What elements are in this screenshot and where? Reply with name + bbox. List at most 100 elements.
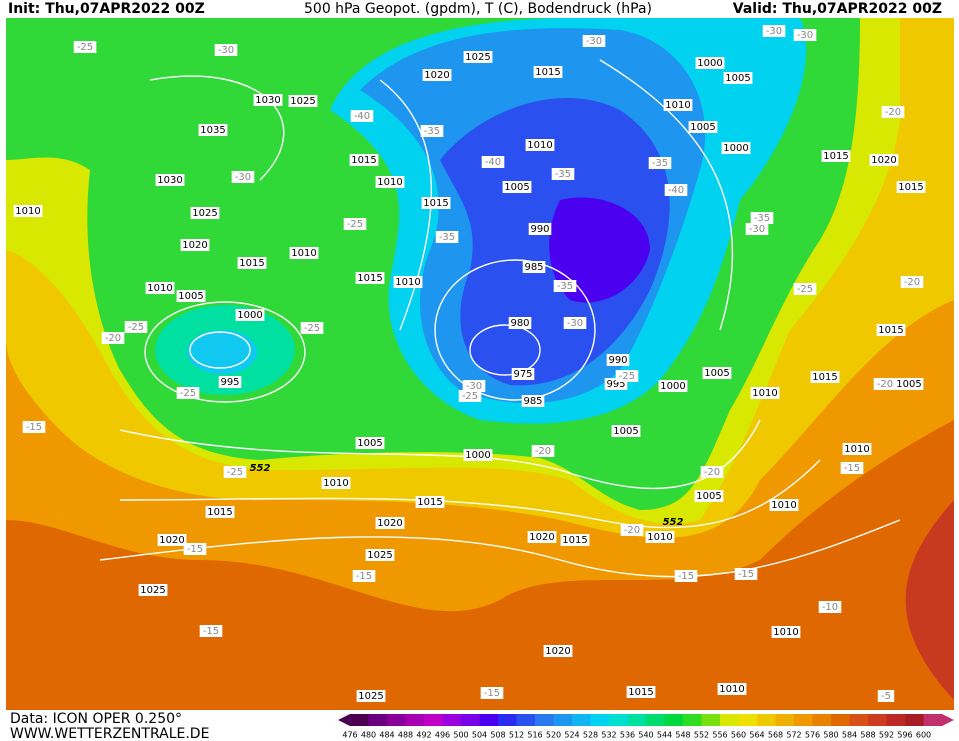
colorbar-label: 528 xyxy=(583,731,598,740)
isobar-label-box xyxy=(606,354,630,366)
isobar-label-box xyxy=(810,371,840,383)
temperature-label: -5 xyxy=(881,691,891,702)
temperature-label-box xyxy=(352,570,376,582)
isobar-label-box xyxy=(508,317,532,329)
isobar-label-box xyxy=(13,205,43,217)
temperature-label: -25 xyxy=(619,371,635,382)
isobar-label: 1000 xyxy=(697,58,722,69)
isobar-label-box xyxy=(288,95,318,107)
isobar-label: 1005 xyxy=(504,182,529,193)
isobar-label: 1020 xyxy=(545,646,570,657)
temperature-label-box xyxy=(462,380,486,392)
colorbar-arrow xyxy=(338,714,350,726)
isobar-label-box xyxy=(527,531,557,543)
isobar-label: 985 xyxy=(523,396,542,407)
temperature-label-box xyxy=(343,218,367,230)
temperature-label: -40 xyxy=(485,157,501,168)
temperature-label-box xyxy=(700,466,724,478)
isobar-label-box xyxy=(876,324,906,336)
isobar-label-box xyxy=(463,51,493,63)
colorbar-label: 504 xyxy=(472,731,487,740)
isobar-label: 1025 xyxy=(367,550,392,561)
temperature-label-box xyxy=(176,387,200,399)
isobar-label-box xyxy=(355,437,385,449)
colorbar-label: 532 xyxy=(601,731,616,740)
isobar-label: 1010 xyxy=(752,388,777,399)
isobar-label: 1020 xyxy=(871,155,896,166)
height-label: 552 xyxy=(250,463,271,474)
isobar-label: 1010 xyxy=(647,532,672,543)
isobar-label-box xyxy=(511,368,535,380)
isobar-label-box xyxy=(157,534,187,546)
temperature-label-box xyxy=(480,687,504,699)
temperature-label: -20 xyxy=(704,467,720,478)
temperature-label-box xyxy=(350,110,374,122)
colorbar-swatch xyxy=(794,714,813,726)
temperature-label-box xyxy=(734,568,758,580)
isobar-label-box xyxy=(145,282,175,294)
isobar-label: 1025 xyxy=(192,208,217,219)
isobar-line xyxy=(119,419,761,490)
temperature-label: -25 xyxy=(797,284,813,295)
colorbar-swatch xyxy=(442,714,462,726)
isobar-label-box xyxy=(155,174,185,186)
temperature-label: -30 xyxy=(567,318,583,329)
temperature-label: -40 xyxy=(354,111,370,122)
isobar-label: 1005 xyxy=(357,438,382,449)
isobar-label-box xyxy=(769,499,799,511)
isobar-label: 1020 xyxy=(529,532,554,543)
isobar-label: 1025 xyxy=(140,585,165,596)
temperature-label-box xyxy=(615,370,639,382)
isobar-label: 1020 xyxy=(377,518,402,529)
colorbar-swatch xyxy=(923,714,943,726)
temperature-label: -15 xyxy=(187,544,203,555)
temperature-label: -10 xyxy=(822,602,838,613)
temperature-label-box xyxy=(818,601,842,613)
temperature-label-box xyxy=(223,466,247,478)
isobar-label: 1000 xyxy=(237,310,262,321)
isobar-label: 1000 xyxy=(723,143,748,154)
isobar-label-box xyxy=(694,490,724,502)
isobar-label: 1025 xyxy=(358,691,383,702)
colorbar-swatch xyxy=(738,714,758,726)
temperature-label: -25 xyxy=(180,388,196,399)
temperature-label-box xyxy=(648,157,672,169)
isobar-label-box xyxy=(355,272,385,284)
colorbar-swatch xyxy=(498,714,517,726)
colorbar-label: 536 xyxy=(620,731,635,740)
isobar-label-box xyxy=(289,247,319,259)
colorbar-label: 476 xyxy=(342,731,357,740)
isobar-label-box xyxy=(138,584,168,596)
colorbar-label: 584 xyxy=(842,731,857,740)
colorbar-swatch xyxy=(812,714,832,726)
colorbar-label: 524 xyxy=(564,731,579,740)
temperature-label: -40 xyxy=(668,185,684,196)
isobar-label-box xyxy=(375,176,405,188)
init-time: Init: Thu,07APR2022 00Z xyxy=(8,1,205,17)
isobar-label: 1010 xyxy=(665,100,690,111)
colorbar-swatch xyxy=(646,714,665,726)
colorbar-label: 560 xyxy=(731,731,746,740)
colorbar-swatch xyxy=(609,714,628,726)
isobar-label-box xyxy=(842,443,872,455)
isobar-label-box xyxy=(375,517,405,529)
isobar-label: 1005 xyxy=(613,426,638,437)
temperature-label-box xyxy=(231,171,255,183)
isobar-label-box xyxy=(198,124,228,136)
colorbar: 476 480 484 488 492 496 500 504 508 512 516 520 524 5… xyxy=(338,714,954,740)
isobar-label-box xyxy=(502,181,532,193)
isobar-label-box xyxy=(750,387,780,399)
temperature-label-box xyxy=(881,106,905,118)
colorbar-swatch xyxy=(553,714,573,726)
isobar-label-box xyxy=(560,534,590,546)
temperature-label: -30 xyxy=(218,45,234,56)
isobars xyxy=(99,59,901,578)
colorbar-label: 540 xyxy=(638,731,653,740)
colorbar-label: 520 xyxy=(546,731,561,740)
temperature-label-box xyxy=(481,156,505,168)
colorbar-swatch xyxy=(405,714,425,726)
isobar-label: 1005 xyxy=(178,291,203,302)
site: WWW.WETTERZENTRALE.DE xyxy=(10,726,209,741)
